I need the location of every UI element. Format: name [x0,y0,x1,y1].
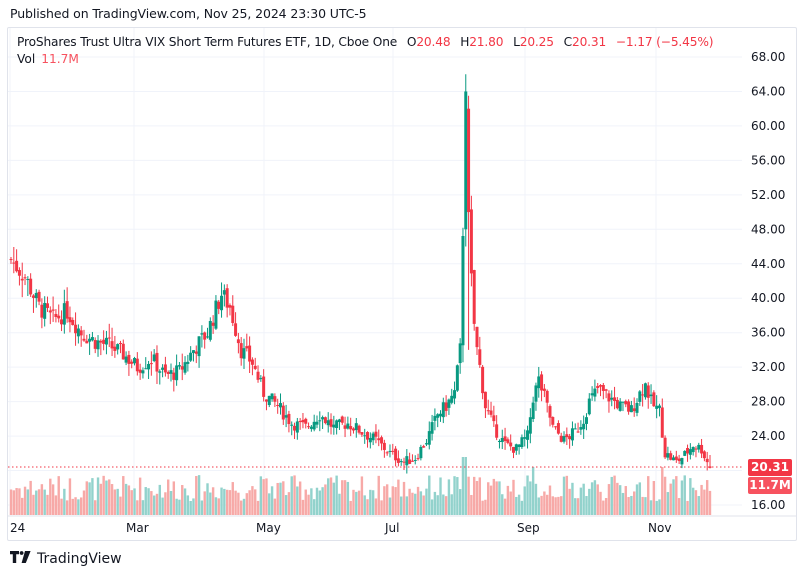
volume-legend: Vol 11.7M [17,51,79,68]
close-value: 20.31 [571,35,607,49]
grid-lines [8,28,796,517]
footer-brand[interactable]: TradingView [10,551,122,567]
time-tick: Mar [126,521,149,535]
price-tick: 48.00 [751,222,785,236]
price-tick: 56.00 [751,153,785,167]
time-tick: Jul [384,521,399,535]
price-tick: 28.00 [751,395,785,409]
price-tick: 64.00 [751,84,785,98]
time-tick: May [256,521,281,535]
open-value: 20.48 [416,35,451,49]
price-tick: 68.00 [751,50,785,64]
price-tick: 60.00 [751,119,785,133]
price-tick: 52.00 [751,188,785,202]
price-tick: 44.00 [751,257,785,271]
time-tick: Nov [648,521,671,535]
last-price-badge: 20.31 [748,459,792,476]
brand-name: TradingView [37,551,122,567]
price-tick: 32.00 [751,360,785,374]
volume-bars [9,457,712,515]
price-tick: 40.00 [751,291,785,305]
low-label: L [513,35,520,49]
time-tick: 24 [10,521,25,535]
last-volume-badge: 11.7M [748,477,792,494]
symbol-legend: ProShares Trust Ultra VIX Short Term Fut… [17,34,714,51]
open-label: O [406,35,417,49]
candles [9,74,712,474]
high-value: 21.80 [469,35,504,49]
volume-value: 11.7M [41,52,79,66]
volume-label: Vol [17,52,36,66]
price-tick: 36.00 [751,326,785,340]
tradingview-logo-icon [10,551,32,567]
price-tick: 24.00 [751,429,785,443]
time-tick: Sep [517,521,540,535]
low-value: 20.25 [519,35,554,49]
chart-frame [7,27,797,541]
price-axis[interactable]: 68.00 64.00 60.00 56.00 52.00 48.00 44.00 40.00… [751,50,785,512]
time-axis[interactable]: 24 Mar May Jul Sep Nov [10,521,671,535]
close-label: C [563,35,573,49]
symbol-title: ProShares Trust Ultra VIX Short Term Fut… [17,35,398,49]
published-caption: Published on TradingView.com, Nov 25, 20… [10,6,367,21]
price-tick: 16.00 [751,498,785,512]
change-value: −1.17 (−5.45%) [615,35,714,49]
high-label: H [460,35,470,49]
